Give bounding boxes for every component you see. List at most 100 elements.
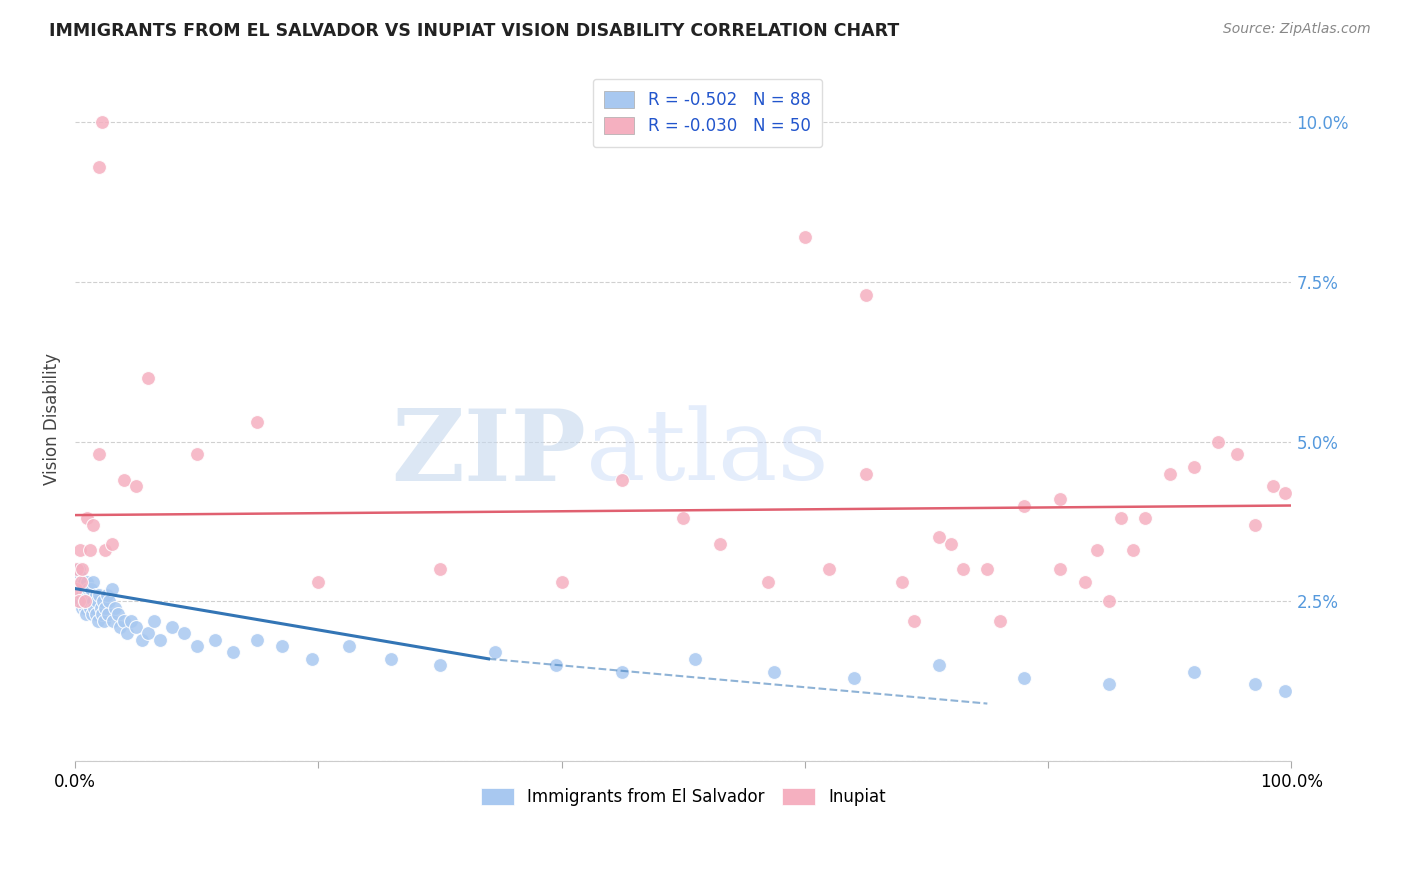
Point	[67, 588, 90, 602]
Point	[544, 658, 567, 673]
Point	[928, 531, 950, 545]
Point	[66, 562, 89, 576]
Point	[84, 607, 107, 621]
Point	[67, 575, 90, 590]
Point	[125, 620, 148, 634]
Point	[1274, 485, 1296, 500]
Point	[65, 562, 87, 576]
Point	[380, 652, 402, 666]
Point	[1122, 543, 1144, 558]
Point	[79, 588, 101, 602]
Point	[976, 562, 998, 576]
Point	[1012, 671, 1035, 685]
Point	[685, 652, 707, 666]
Point	[301, 652, 323, 666]
Point	[73, 582, 96, 596]
Point	[891, 575, 914, 590]
Point	[125, 479, 148, 493]
Point	[136, 626, 159, 640]
Point	[70, 575, 93, 590]
Point	[66, 582, 89, 596]
Point	[952, 562, 974, 576]
Point	[143, 614, 166, 628]
Point	[1159, 467, 1181, 481]
Point	[429, 562, 451, 576]
Point	[1073, 575, 1095, 590]
Point	[63, 582, 86, 596]
Point	[270, 639, 292, 653]
Point	[1244, 677, 1267, 691]
Point	[80, 594, 103, 608]
Point	[98, 594, 121, 608]
Point	[69, 543, 91, 558]
Point	[101, 614, 124, 628]
Point	[70, 582, 93, 596]
Point	[939, 537, 962, 551]
Point	[186, 639, 208, 653]
Point	[76, 575, 98, 590]
Point	[112, 473, 135, 487]
Point	[117, 626, 139, 640]
Point	[1274, 683, 1296, 698]
Point	[66, 569, 89, 583]
Point	[928, 658, 950, 673]
Point	[97, 607, 120, 621]
Point	[107, 607, 129, 621]
Point	[1263, 479, 1285, 493]
Point	[246, 416, 269, 430]
Point	[72, 575, 94, 590]
Point	[89, 160, 111, 174]
Point	[72, 575, 94, 590]
Point	[120, 614, 142, 628]
Point	[1085, 543, 1108, 558]
Point	[69, 588, 91, 602]
Point	[69, 582, 91, 596]
Point	[855, 287, 877, 301]
Text: IMMIGRANTS FROM EL SALVADOR VS INUPIAT VISION DISABILITY CORRELATION CHART: IMMIGRANTS FROM EL SALVADOR VS INUPIAT V…	[49, 22, 900, 40]
Point	[100, 537, 122, 551]
Point	[100, 582, 122, 596]
Point	[72, 594, 94, 608]
Point	[82, 594, 104, 608]
Point	[484, 645, 506, 659]
Point	[94, 600, 117, 615]
Point	[104, 600, 127, 615]
Point	[855, 467, 877, 481]
Text: atlas: atlas	[586, 406, 828, 501]
Point	[222, 645, 245, 659]
Point	[65, 582, 87, 596]
Point	[988, 614, 1011, 628]
Point	[86, 594, 108, 608]
Point	[80, 582, 103, 596]
Point	[79, 600, 101, 615]
Point	[1049, 492, 1071, 507]
Point	[73, 588, 96, 602]
Point	[76, 588, 98, 602]
Point	[131, 632, 153, 647]
Point	[72, 588, 94, 602]
Point	[67, 594, 90, 608]
Point	[72, 562, 94, 576]
Point	[82, 575, 104, 590]
Text: Source: ZipAtlas.com: Source: ZipAtlas.com	[1223, 22, 1371, 37]
Point	[1208, 434, 1230, 449]
Point	[550, 575, 572, 590]
Point	[69, 569, 91, 583]
Point	[94, 543, 117, 558]
Point	[1098, 594, 1121, 608]
Point	[96, 588, 118, 602]
Point	[75, 594, 97, 608]
Point	[186, 447, 208, 461]
Point	[612, 665, 634, 679]
Point	[1182, 665, 1205, 679]
Point	[1109, 511, 1132, 525]
Point	[903, 614, 925, 628]
Point	[793, 230, 815, 244]
Point	[429, 658, 451, 673]
Point	[89, 447, 111, 461]
Point	[136, 370, 159, 384]
Point	[75, 607, 97, 621]
Point	[842, 671, 865, 685]
Point	[204, 632, 226, 647]
Point	[87, 614, 110, 628]
